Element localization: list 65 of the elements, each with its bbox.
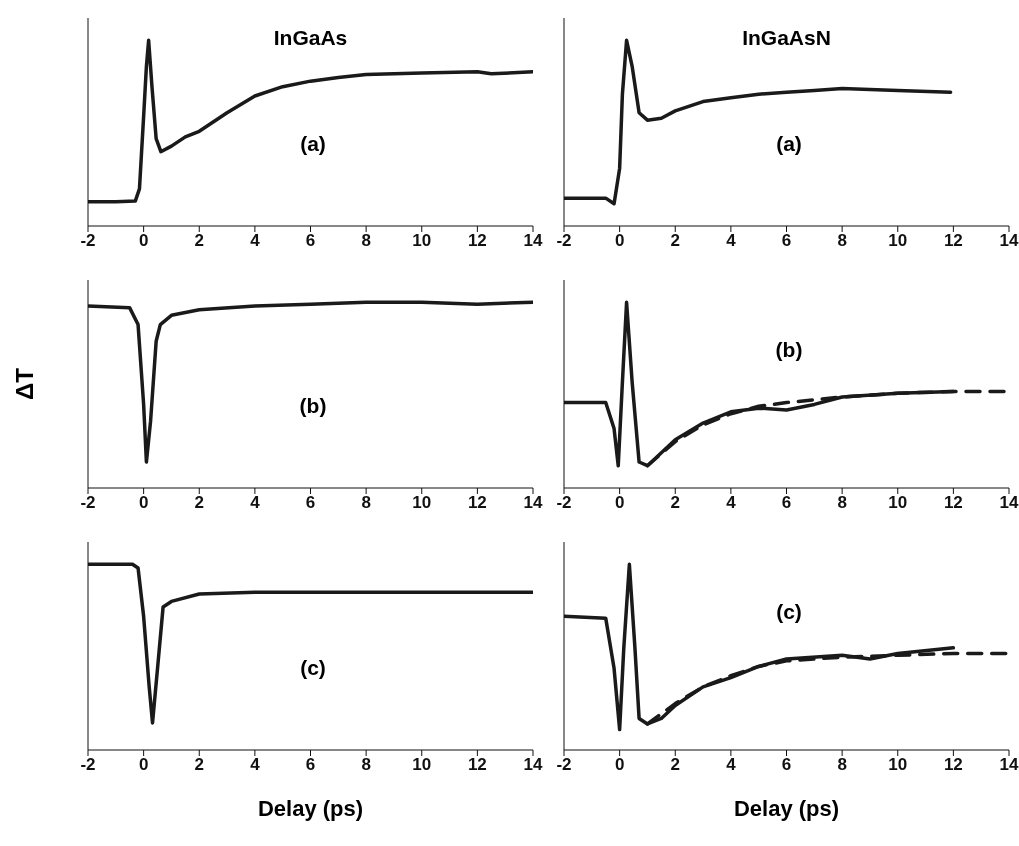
x-tick-label: 2 [194, 493, 204, 513]
x-axis-title: Delay (ps) [732, 796, 841, 822]
x-tick-label: 10 [412, 231, 432, 251]
annotation: (c) [775, 600, 803, 625]
x-tick-label: 14 [999, 231, 1019, 251]
x-tick-label: -2 [80, 231, 96, 251]
x-tick-label: -2 [80, 755, 96, 775]
x-tick-label: 2 [670, 231, 680, 251]
x-tick-label: 8 [361, 755, 371, 775]
x-tick-label: 2 [670, 755, 680, 775]
annotation: (a) [775, 132, 803, 157]
x-tick-label: 10 [888, 231, 908, 251]
annotation: (c) [299, 656, 327, 681]
x-axis-title: Delay (ps) [256, 796, 365, 822]
x-tick-label: 12 [943, 231, 963, 251]
x-tick-label: -2 [556, 231, 572, 251]
x-tick-label: 4 [726, 231, 737, 251]
y-axis-title: ΔT [10, 368, 39, 400]
x-tick-label: 14 [523, 493, 543, 513]
x-tick-label: 0 [138, 493, 149, 513]
x-tick-label: 6 [781, 231, 792, 251]
x-tick-label: 10 [412, 493, 432, 513]
x-tick-label: 4 [726, 493, 737, 513]
x-tick-label: 0 [138, 231, 149, 251]
x-tick-label: 8 [837, 493, 847, 513]
x-tick-label: 14 [999, 755, 1019, 775]
x-tick-label: 12 [467, 231, 487, 251]
chart-title: InGaAsN [741, 26, 832, 50]
x-tick-label: 0 [614, 231, 625, 251]
annotation: (b) [774, 338, 804, 363]
x-tick-label: 4 [250, 755, 261, 775]
x-tick-label: 10 [888, 755, 908, 775]
x-tick-label: -2 [556, 755, 572, 775]
x-tick-label: 8 [837, 231, 847, 251]
x-tick-label: 8 [361, 493, 371, 513]
x-tick-label: 14 [999, 493, 1019, 513]
x-tick-label: -2 [80, 493, 96, 513]
annotation: (a) [299, 132, 327, 157]
annotation: (b) [298, 394, 328, 419]
x-tick-label: 4 [726, 755, 737, 775]
x-tick-label: 10 [888, 493, 908, 513]
x-tick-label: 12 [943, 493, 963, 513]
x-tick-label: 14 [523, 755, 543, 775]
x-tick-label: 6 [305, 231, 316, 251]
x-tick-label: 6 [781, 493, 792, 513]
x-tick-label: 8 [361, 231, 371, 251]
x-tick-label: 0 [614, 493, 625, 513]
x-tick-label: 4 [250, 493, 261, 513]
x-tick-label: 6 [305, 493, 316, 513]
x-tick-label: 6 [781, 755, 792, 775]
x-tick-label: 2 [194, 231, 204, 251]
x-tick-label: 0 [614, 755, 625, 775]
x-tick-label: 10 [412, 755, 432, 775]
x-tick-label: 12 [467, 493, 487, 513]
x-tick-label: 2 [670, 493, 680, 513]
x-tick-label: 12 [943, 755, 963, 775]
x-tick-label: 12 [467, 755, 487, 775]
x-tick-label: 2 [194, 755, 204, 775]
x-tick-label: -2 [556, 493, 572, 513]
x-tick-label: 4 [250, 231, 261, 251]
chart-title: InGaAs [272, 26, 349, 50]
x-tick-label: 14 [523, 231, 543, 251]
x-tick-label: 6 [305, 755, 316, 775]
x-tick-label: 0 [138, 755, 149, 775]
x-tick-label: 8 [837, 755, 847, 775]
